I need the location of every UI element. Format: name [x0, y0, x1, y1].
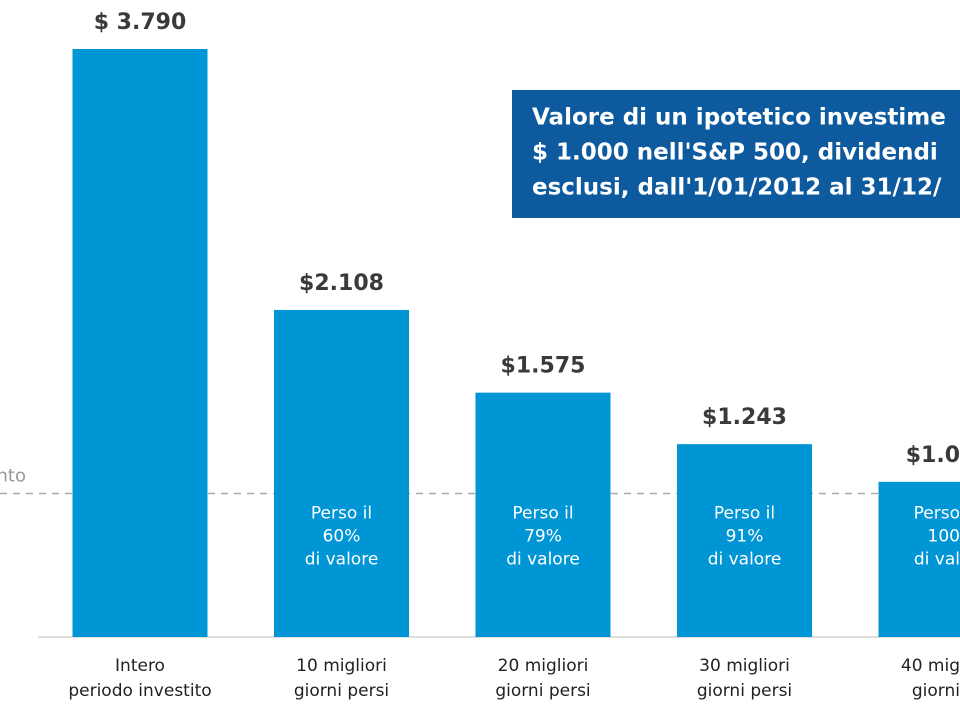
- x-tick-label: giorni: [912, 681, 960, 701]
- reference-label: nto: [0, 465, 26, 486]
- x-tick-label: 40 mig: [901, 656, 960, 676]
- value-label: $1.0: [906, 443, 960, 468]
- bar-inner-label: Perso il: [512, 503, 573, 523]
- bar-inner-label: 60%: [323, 526, 361, 546]
- chart-title: Valore di un ipotetico investime: [532, 105, 946, 131]
- bar-inner-label: di valore: [305, 549, 379, 569]
- bar: [72, 49, 208, 637]
- bar-inner-label: 91%: [726, 526, 764, 546]
- x-tick-label: 10 migliori: [296, 656, 387, 676]
- x-tick-label: Intero: [115, 656, 165, 676]
- value-label: $ 3.790: [94, 10, 187, 35]
- bar-inner-label: di valore: [708, 549, 782, 569]
- chart-title: $ 1.000 nell'S&P 500, dividendi: [532, 140, 938, 166]
- x-tick-label: 20 migliori: [498, 656, 589, 676]
- title-box: [512, 90, 960, 218]
- bar-inner-label: 79%: [524, 526, 562, 546]
- bar: [677, 444, 812, 637]
- value-label: $1.575: [501, 354, 586, 379]
- bar-inner-label: di valore: [506, 549, 580, 569]
- bar-inner-label: Perso il: [714, 503, 775, 523]
- x-tick-label: giorni persi: [294, 681, 389, 701]
- bar-inner-label: Perso: [914, 503, 960, 523]
- bar-inner-label: Perso il: [311, 503, 372, 523]
- x-tick-label: giorni persi: [495, 681, 590, 701]
- value-label: $1.243: [702, 405, 787, 430]
- bar-inner-label: di val: [914, 549, 960, 569]
- x-tick-label: giorni persi: [697, 681, 792, 701]
- bar: [475, 392, 611, 637]
- x-tick-label: 30 migliori: [699, 656, 790, 676]
- bar: [274, 309, 409, 637]
- bar-inner-label: 100: [928, 526, 960, 546]
- x-tick-label: periodo investito: [68, 681, 211, 701]
- bar: [878, 481, 960, 637]
- chart-title: esclusi, dall'1/01/2012 al 31/12/: [532, 175, 942, 201]
- value-label: $2.108: [299, 271, 384, 296]
